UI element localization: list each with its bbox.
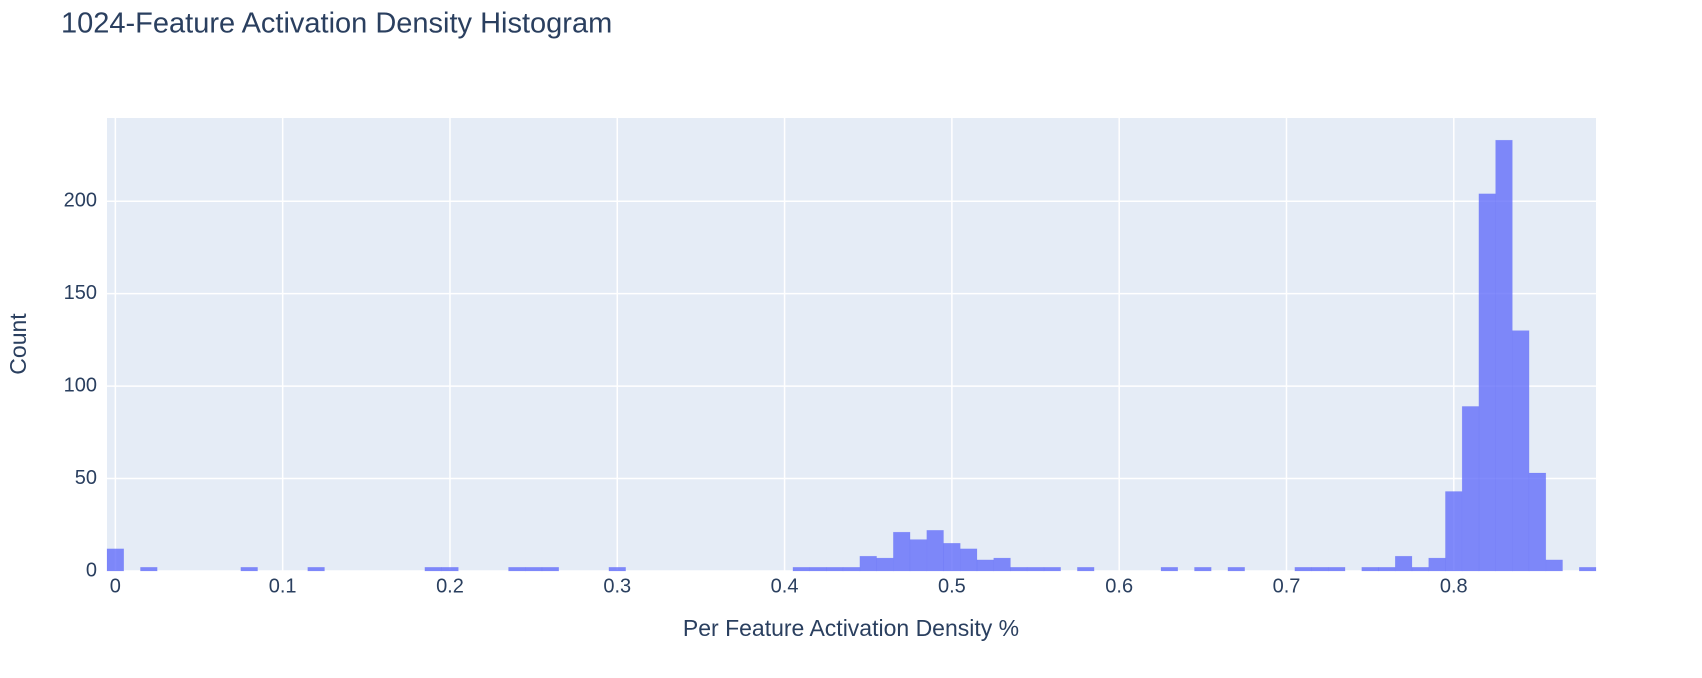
bar (1512, 330, 1530, 572)
bar (1428, 557, 1446, 572)
bar (959, 548, 978, 572)
bar (140, 567, 158, 572)
bar (240, 567, 258, 572)
bar (1328, 567, 1346, 572)
x-tick-label: 0.4 (771, 575, 799, 597)
bar (1026, 567, 1045, 572)
bar (1394, 555, 1413, 572)
bar (441, 567, 459, 572)
y-tick-label: 50 (75, 467, 97, 489)
chart-title: 1024-Feature Activation Density Histogra… (61, 8, 612, 40)
y-tick-label: 200 (64, 189, 97, 211)
bar (1311, 567, 1329, 572)
x-axis-label: Per Feature Activation Density % (683, 615, 1019, 641)
x-tick-label: 0.2 (436, 575, 464, 597)
bar (541, 567, 559, 572)
bar (307, 567, 325, 572)
bar (1227, 567, 1245, 572)
bar (1294, 567, 1312, 572)
x-tick-label: 0.6 (1105, 575, 1133, 597)
bar (859, 555, 877, 572)
x-tick-label: 0.8 (1440, 575, 1468, 597)
bar (1461, 406, 1480, 572)
bar (106, 548, 124, 572)
bar (1495, 139, 1513, 572)
bar (842, 567, 861, 572)
bar (893, 531, 911, 572)
x-tick-label: 0.3 (603, 575, 631, 597)
x-tick-label: 0.7 (1273, 575, 1301, 597)
bar (809, 567, 827, 572)
bar (909, 539, 928, 572)
bar (525, 567, 543, 572)
bar (608, 567, 626, 572)
bar (1043, 567, 1061, 572)
bar (1378, 567, 1396, 572)
bar (792, 567, 810, 572)
x-tick-label: 0.1 (269, 575, 297, 597)
bar (1411, 567, 1429, 572)
bar (1077, 567, 1095, 572)
bar (1478, 193, 1496, 572)
bar (1545, 559, 1563, 572)
bar (1160, 567, 1178, 572)
bar (1361, 567, 1379, 572)
bar (1445, 491, 1463, 572)
y-axis-label: Count (5, 313, 31, 375)
bar (826, 567, 844, 572)
bar (976, 559, 994, 572)
y-tick-label: 0 (86, 559, 97, 581)
bar (943, 543, 961, 572)
bar (508, 567, 526, 572)
bar (993, 557, 1011, 572)
y-tick-label: 100 (64, 374, 97, 396)
y-tick-label: 150 (64, 282, 97, 304)
bar (1010, 567, 1028, 572)
bar (424, 567, 442, 572)
plot-area (107, 118, 1596, 571)
bar (1194, 567, 1212, 572)
x-tick-label: 0.5 (938, 575, 966, 597)
x-tick-label: 0 (110, 575, 121, 597)
bar (1579, 567, 1597, 572)
bar (876, 557, 894, 572)
bar (926, 530, 944, 572)
bar (1528, 472, 1547, 572)
